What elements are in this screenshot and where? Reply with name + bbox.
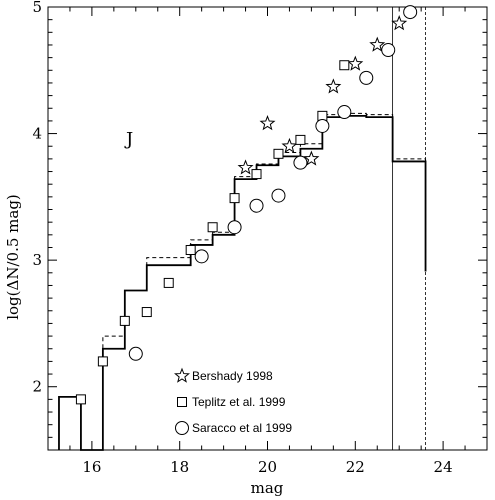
x-tick-label: 18 — [170, 458, 189, 476]
histograms — [58, 112, 427, 451]
limit-lines — [392, 7, 426, 450]
circle-point — [337, 105, 352, 120]
axis-ticks — [47, 6, 488, 451]
square-point — [339, 60, 350, 71]
circle-point — [359, 70, 374, 85]
tick-labels: 16 18 20 22 24 2 3 4 5 — [32, 0, 452, 476]
square-point — [207, 222, 218, 233]
x-tick-label: 24 — [434, 458, 453, 476]
histogram-dashed — [58, 112, 427, 451]
star-point — [237, 159, 254, 175]
circle-point — [271, 188, 286, 203]
panel-label: J — [124, 129, 133, 150]
legend: Bershady 1998 Teplitz et al. 1999 Saracco … — [174, 367, 292, 435]
y-tick-label: 3 — [32, 251, 42, 269]
legend-label: Teplitz et al. 1999 — [192, 395, 286, 409]
square-point — [119, 315, 130, 326]
y-axis-title: log(ΔN/0.5 mag) — [4, 194, 22, 320]
x-tick-label: 16 — [82, 458, 101, 476]
star-point — [259, 115, 276, 131]
square-point — [97, 356, 108, 367]
circle-point — [194, 249, 209, 264]
x-tick-label: 22 — [346, 458, 365, 476]
legend-star-marker — [174, 367, 190, 383]
legend-label: Saracco et al 1999 — [192, 421, 292, 435]
circle-point — [403, 5, 418, 20]
star-point — [369, 36, 386, 52]
circle-point — [381, 43, 396, 58]
square-point — [185, 245, 196, 256]
plot-border — [47, 6, 488, 451]
circle-point — [128, 346, 143, 361]
square-point — [141, 307, 152, 318]
y-tick-label: 5 — [32, 0, 42, 16]
square-point — [251, 169, 262, 180]
legend-label: Bershady 1998 — [192, 369, 273, 383]
legend-circle-marker — [175, 421, 189, 435]
circle-point — [315, 118, 330, 133]
legend-square-marker — [177, 397, 187, 407]
y-tick-label: 2 — [32, 378, 42, 396]
circle-point — [249, 198, 264, 213]
square-point — [163, 277, 174, 288]
histogram-solid — [58, 114, 427, 451]
data-markers — [75, 5, 418, 405]
star-point — [391, 15, 408, 31]
square-point — [75, 394, 86, 405]
square-point — [229, 193, 240, 204]
star-point — [347, 55, 364, 71]
x-tick-label: 20 — [258, 458, 277, 476]
circle-point — [293, 155, 308, 170]
square-point — [273, 148, 284, 159]
plot-frame — [47, 6, 488, 451]
x-axis-title: mag — [251, 479, 284, 497]
circle-point — [227, 220, 242, 235]
y-tick-label: 4 — [32, 125, 42, 143]
square-point — [295, 134, 306, 145]
star-point — [281, 137, 298, 154]
star-point — [303, 150, 320, 166]
star-point — [325, 78, 342, 94]
